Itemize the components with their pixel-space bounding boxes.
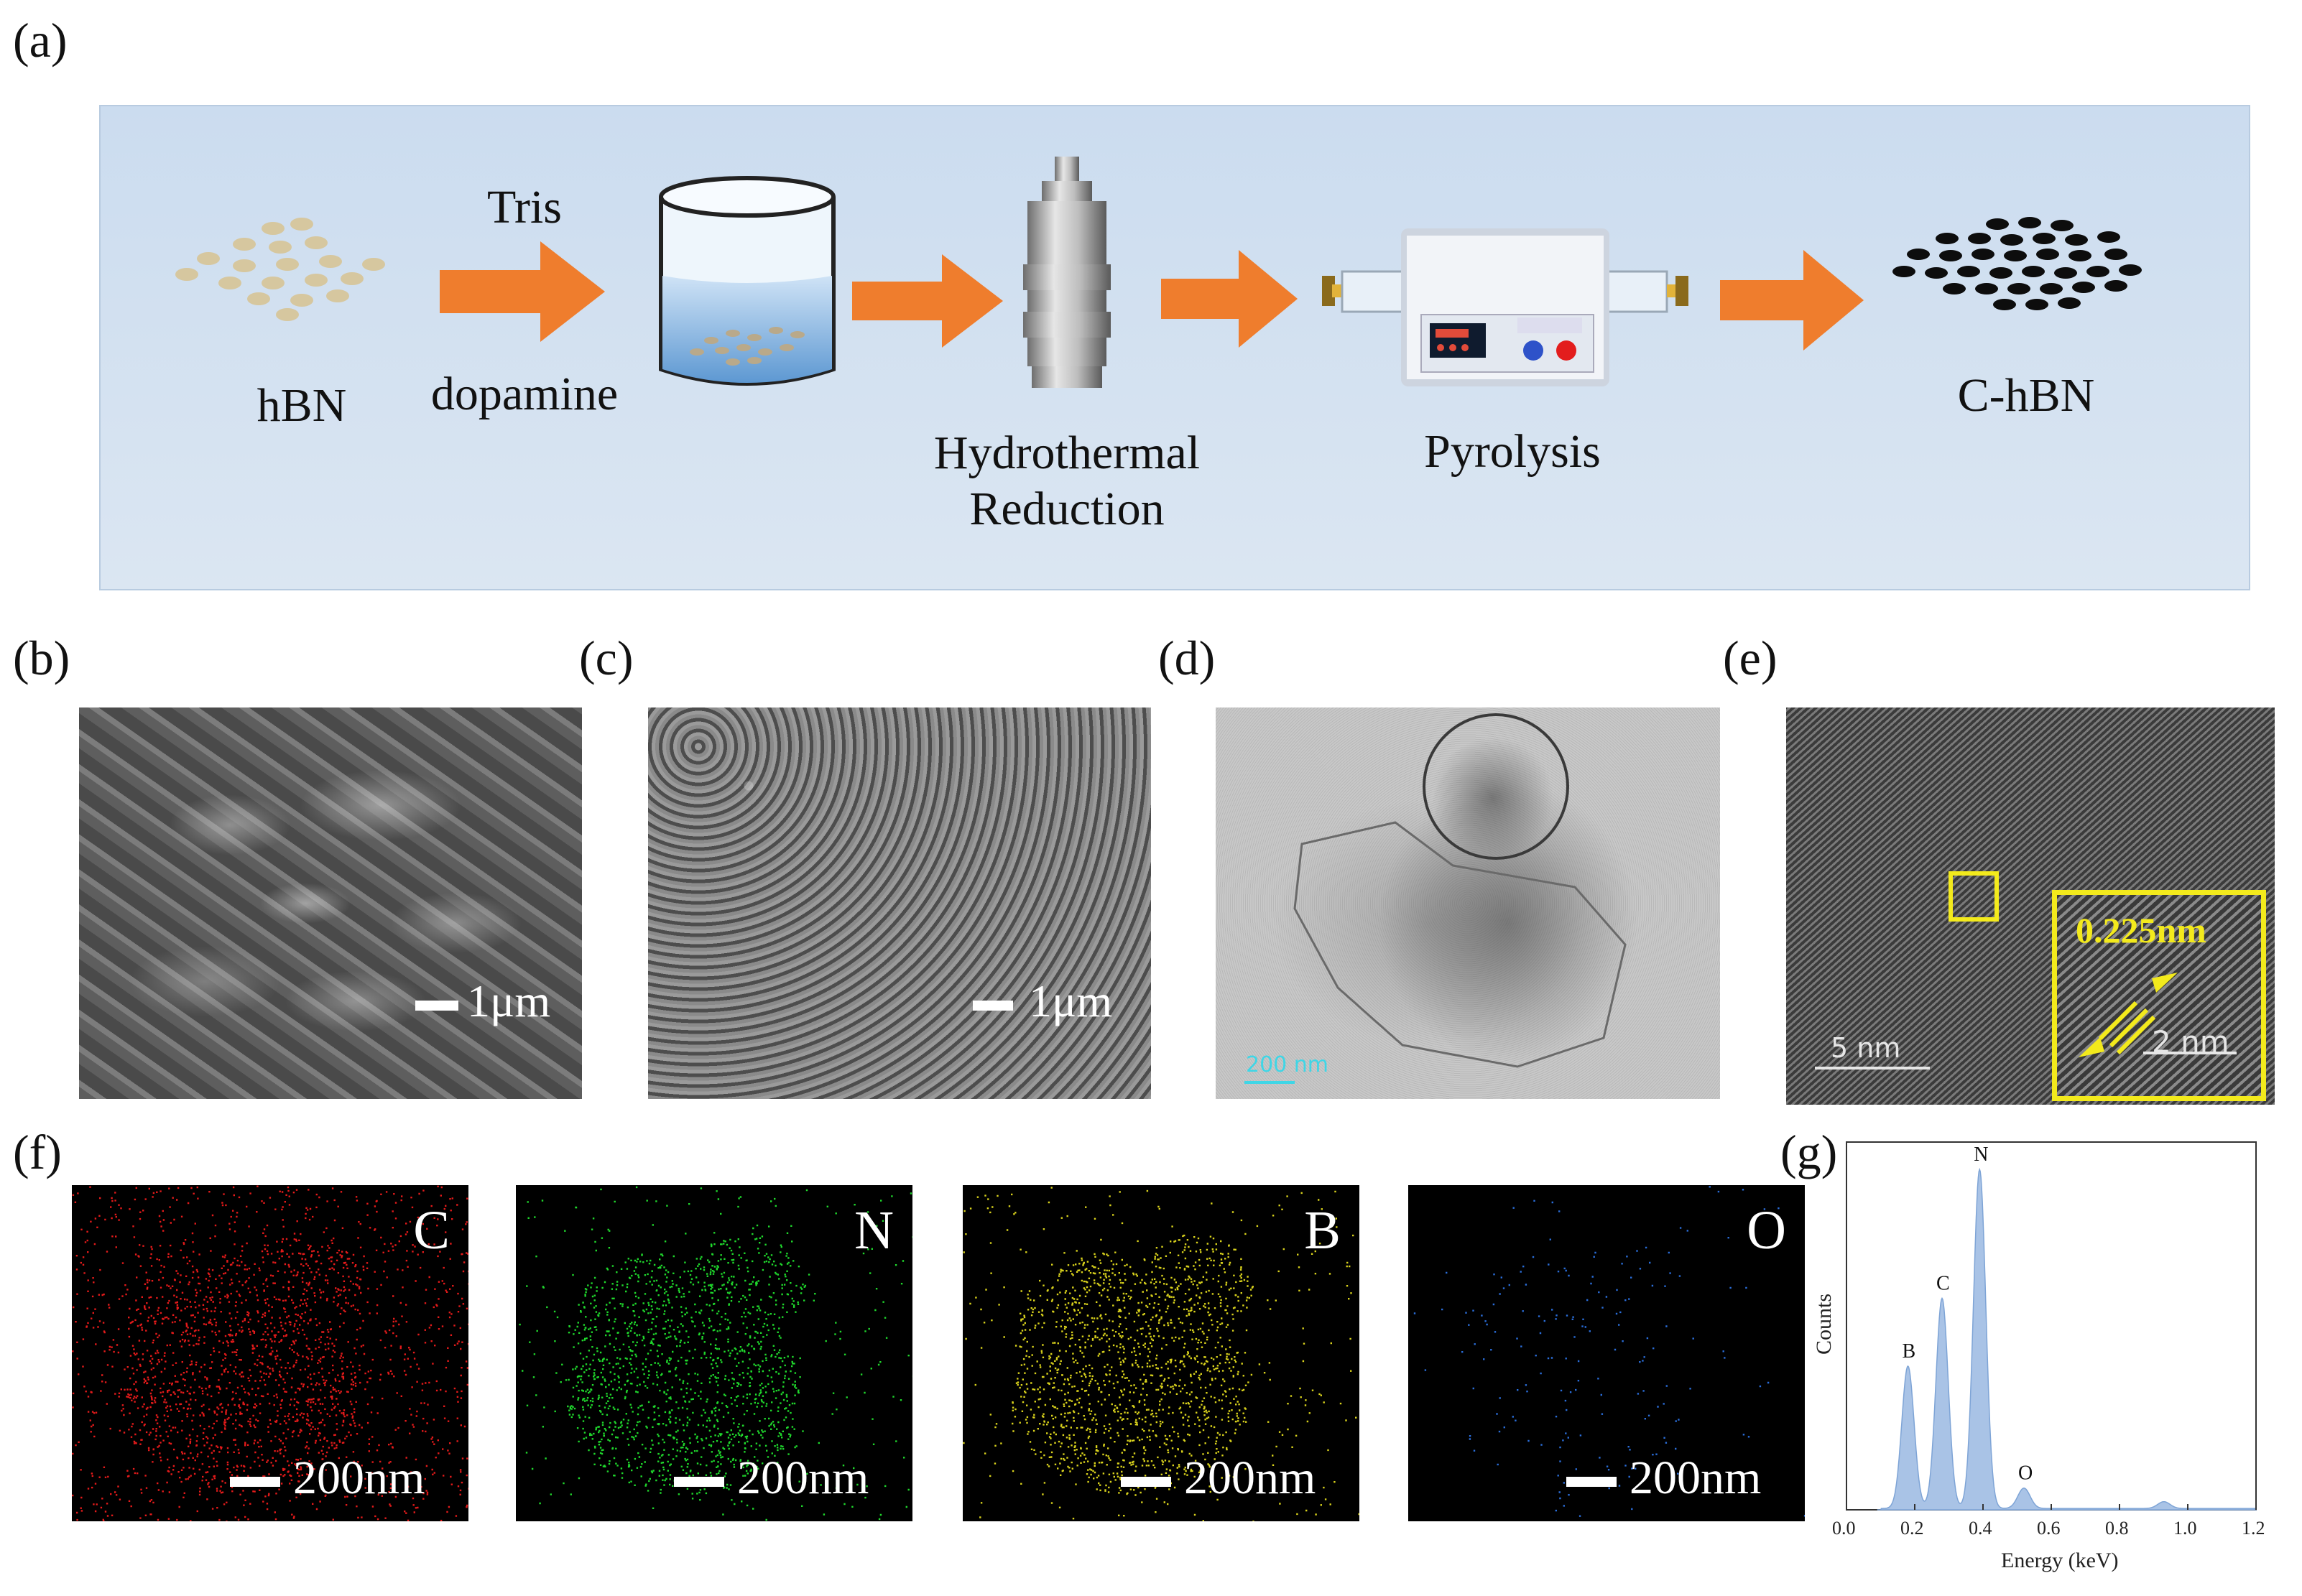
hydrothermal-label-2: Reduction bbox=[969, 483, 1165, 535]
arrow-icon bbox=[852, 254, 1003, 348]
tem-image: 200 nm bbox=[1216, 707, 1720, 1099]
autoclave-icon bbox=[1023, 157, 1111, 388]
x-tick-label: 1.2 bbox=[2242, 1518, 2265, 1539]
c-hbn-label: C-hBN bbox=[1957, 369, 2095, 422]
scale-bar bbox=[1121, 1477, 1171, 1487]
scale-bar bbox=[230, 1477, 280, 1487]
element-label: B bbox=[1304, 1200, 1341, 1261]
element-label: N bbox=[854, 1200, 894, 1261]
d-spacing-label: 0.225nm bbox=[2076, 910, 2206, 950]
arrow-icon bbox=[1720, 250, 1864, 351]
scale-label: 1μm bbox=[1029, 975, 1113, 1026]
beaker-icon bbox=[659, 176, 836, 386]
scale-bar bbox=[1566, 1477, 1617, 1487]
panel-label-d: (d) bbox=[1158, 631, 1216, 685]
panel-label-f: (f) bbox=[13, 1125, 62, 1179]
x-tick-label: 0.4 bbox=[1969, 1518, 1992, 1539]
scale-label: 1μm bbox=[467, 975, 551, 1026]
tem-particle-outline bbox=[1293, 713, 1627, 1068]
peak-label-n: N bbox=[1974, 1143, 1988, 1166]
hydrothermal-label-1: Hydrothermal bbox=[933, 427, 1201, 479]
scale-bar bbox=[415, 1001, 458, 1011]
inset-scale-bar bbox=[2143, 1052, 2237, 1054]
spectrum-area bbox=[1877, 1167, 2257, 1511]
eds-map-o: O 200nm bbox=[1408, 1185, 1805, 1521]
x-tick-label: 0.0 bbox=[1832, 1518, 1856, 1539]
sem-image-hbn: 1μm bbox=[79, 707, 582, 1099]
element-label: C bbox=[413, 1200, 450, 1261]
sem-image-c-hbn: 1μm bbox=[648, 707, 1151, 1099]
peak-label-b: B bbox=[1903, 1340, 1916, 1363]
peak-label-c: C bbox=[1936, 1272, 1950, 1294]
panel-label-e: (e) bbox=[1723, 631, 1778, 685]
tris-label: Tris bbox=[487, 181, 562, 233]
peak-label-o: O bbox=[2018, 1462, 2033, 1485]
scale-label: 5 nm bbox=[1831, 1032, 1901, 1064]
x-tick-label: 0.6 bbox=[2037, 1518, 2061, 1539]
dopamine-label: dopamine bbox=[430, 368, 619, 420]
selected-area-box bbox=[1949, 871, 1999, 922]
hbn-flakes-icon bbox=[175, 218, 385, 321]
panel-label-g: (g) bbox=[1780, 1125, 1838, 1179]
arrow-icon bbox=[1161, 250, 1298, 348]
panel-label-a: (a) bbox=[13, 13, 68, 68]
scale-bar bbox=[674, 1477, 724, 1487]
eds-map-b: B 200nm bbox=[963, 1185, 1359, 1521]
element-label: O bbox=[1747, 1200, 1786, 1261]
scale-bar bbox=[1244, 1081, 1295, 1084]
y-axis-label: Counts bbox=[1812, 1294, 1836, 1355]
hbn-label: hBN bbox=[256, 379, 347, 432]
eds-map-dots bbox=[963, 1187, 1359, 1521]
x-axis-label: Energy (keV) bbox=[2001, 1549, 2119, 1572]
hrtem-image: 5 nm 0.225nm 2 nm bbox=[1786, 707, 2275, 1105]
pyrolysis-label: Pyrolysis bbox=[1424, 425, 1601, 478]
c-hbn-flakes-icon bbox=[1892, 217, 2142, 310]
panel-label-b: (b) bbox=[13, 631, 70, 685]
scale-label: 200nm bbox=[737, 1452, 869, 1504]
eds-map-dots bbox=[72, 1185, 468, 1521]
panel-label-c: (c) bbox=[579, 631, 634, 685]
x-tick-label: 0.8 bbox=[2105, 1518, 2129, 1539]
eds-map-c: C 200nm bbox=[72, 1185, 468, 1521]
x-tick-label: 0.2 bbox=[1900, 1518, 1924, 1539]
scale-label: 200nm bbox=[293, 1452, 425, 1504]
x-tick-label: 1.0 bbox=[2173, 1518, 2197, 1539]
scale-bar bbox=[973, 1001, 1013, 1011]
inset-scale-label: 2 nm bbox=[2152, 1024, 2229, 1059]
scale-label: 200nm bbox=[1630, 1452, 1762, 1504]
synthesis-schematic: hBN Tris dopamine bbox=[99, 105, 2250, 590]
scale-label: 200 nm bbox=[1246, 1052, 1329, 1077]
eds-map-dots bbox=[519, 1186, 912, 1521]
scale-bar bbox=[1815, 1067, 1930, 1070]
eds-map-n: N 200nm bbox=[516, 1185, 912, 1521]
lattice-fringe-arrows-icon bbox=[2079, 973, 2178, 1057]
zoom-inset: 0.225nm 2 nm bbox=[2052, 890, 2266, 1101]
arrow-icon bbox=[440, 241, 605, 342]
scale-label: 200nm bbox=[1184, 1452, 1316, 1504]
tube-furnace-icon bbox=[1322, 228, 1688, 386]
eds-spectrum-chart: B C N O 0.0 0.2 0.4 0.6 0.8 1.0 1.2 Energy (keV) Cou… bbox=[1812, 1141, 2265, 1572]
